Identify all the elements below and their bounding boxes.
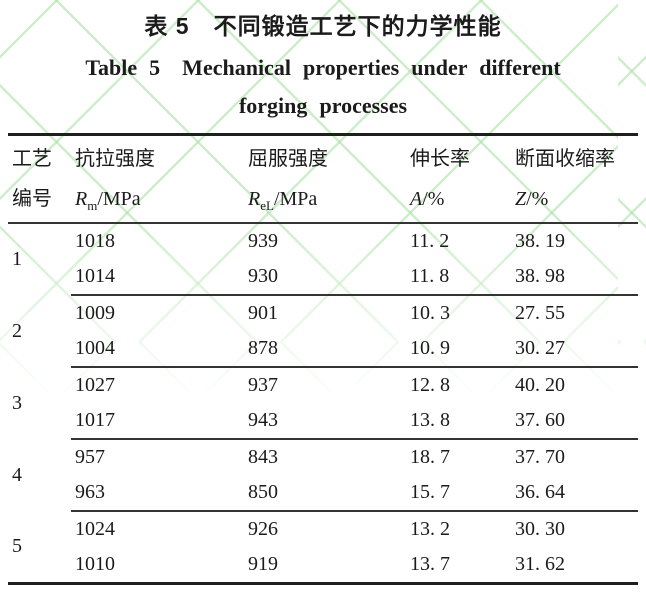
process-no-cell: 4 <box>12 463 22 486</box>
rm-cell: 1004 <box>71 331 244 368</box>
col-header-reduction: 断面收缩率 Z/% <box>511 135 638 224</box>
rel-cell: 850 <box>244 475 406 512</box>
z-cell: 38. 98 <box>511 259 638 296</box>
rm-cell: 963 <box>71 475 244 512</box>
process-no-cell: 1 <box>12 248 22 270</box>
z-cell: 37. 70 <box>515 446 565 468</box>
rm-unit: /MPa <box>97 188 141 210</box>
z-cell: 36. 64 <box>511 475 638 512</box>
rm-cell: 1017 <box>71 403 244 440</box>
z-symbol: Z <box>515 188 527 210</box>
z-cell: 30. 30 <box>515 518 565 540</box>
rel-unit: /MPa <box>273 188 318 210</box>
rel-cell: 901 <box>248 302 278 324</box>
header-rel-symbol: ReL/MPa <box>248 179 406 219</box>
a-cell: 11. 2 <box>410 230 450 252</box>
table-title-zh: 表 5 不同锻造工艺下的力学性能 <box>144 13 502 39</box>
header-process-line2: 编号 <box>12 188 52 210</box>
a-cell: 15. 7 <box>406 475 511 512</box>
rm-cell: 1018 <box>75 230 115 252</box>
z-cell: 30. 27 <box>511 331 638 368</box>
a-symbol: A <box>410 188 423 210</box>
header-reduction-symbol: Z/% <box>515 179 638 219</box>
header-elongation-symbol: A/% <box>410 179 511 219</box>
header-rm-label: 抗拉强度 <box>75 148 155 170</box>
a-unit: /% <box>422 188 445 210</box>
process-no-cell: 2 <box>12 319 22 342</box>
table-row: 1010 919 13. 7 31. 62 <box>8 547 638 584</box>
rm-cell: 1014 <box>71 259 244 296</box>
a-cell: 11. 8 <box>406 259 511 296</box>
rm-cell: 957 <box>75 446 105 468</box>
rel-symbol: R <box>248 188 261 210</box>
process-no-cell: 5 <box>12 535 22 557</box>
table-row: 1014 930 11. 8 38. 98 <box>8 259 638 296</box>
z-cell: 38. 19 <box>515 230 565 252</box>
a-cell: 10. 9 <box>406 331 511 368</box>
col-header-process: 工艺 编号 <box>8 135 71 224</box>
a-cell: 10. 3 <box>410 302 450 324</box>
header-row: 工艺 编号 抗拉强度 Rm/MPa 屈服强度 ReL/MPa 伸长率 A/% 断… <box>8 135 638 224</box>
process-no-cell: 3 <box>12 391 22 414</box>
col-header-rel: 屈服强度 ReL/MPa <box>244 135 406 224</box>
rel-cell: 878 <box>244 331 406 368</box>
table-row: 1004 878 10. 9 30. 27 <box>8 331 638 368</box>
table-title-en-line1: Table 5 Mechanical properties under diff… <box>85 55 561 80</box>
z-unit: /% <box>526 188 549 210</box>
header-rm-symbol: Rm/MPa <box>75 179 244 219</box>
table-row: 1 1018 939 11. 2 38. 19 <box>8 223 638 270</box>
table-row: 2 1009 901 10. 3 27. 55 <box>8 295 638 342</box>
table-row: 4 957 843 18. 7 37. 70 <box>8 439 638 486</box>
col-header-elongation: 伸长率 A/% <box>406 135 511 224</box>
rm-subscript: m <box>87 198 98 213</box>
table-row: 3 1027 937 12. 8 40. 20 <box>8 367 638 414</box>
rel-cell: 943 <box>244 403 406 440</box>
rel-cell: 937 <box>248 374 278 396</box>
rel-cell: 843 <box>248 446 278 468</box>
z-cell: 40. 20 <box>515 374 565 396</box>
header-reduction-label: 断面收缩率 <box>515 148 615 170</box>
mechanical-properties-table: 工艺 编号 抗拉强度 Rm/MPa 屈服强度 ReL/MPa 伸长率 A/% 断… <box>8 133 638 585</box>
rm-cell: 1024 <box>75 518 115 540</box>
z-cell: 31. 62 <box>515 553 565 575</box>
table-row: 963 850 15. 7 36. 64 <box>8 475 638 512</box>
a-cell: 12. 8 <box>410 374 450 396</box>
header-rel-label: 屈服强度 <box>248 148 328 170</box>
table-title-en-line2: forging processes <box>238 93 408 118</box>
rm-symbol: R <box>75 188 88 210</box>
header-process-line1: 工艺 <box>12 148 52 170</box>
a-cell: 13. 8 <box>406 403 511 440</box>
col-header-rm: 抗拉强度 Rm/MPa <box>71 135 244 224</box>
rel-cell: 926 <box>248 518 278 540</box>
rm-cell: 1010 <box>75 553 115 575</box>
z-cell: 27. 55 <box>515 302 565 324</box>
rm-cell: 1009 <box>75 302 115 324</box>
rel-cell: 930 <box>244 259 406 296</box>
rel-cell: 939 <box>248 230 278 252</box>
a-cell: 13. 7 <box>410 553 450 575</box>
rm-cell: 1027 <box>75 374 115 396</box>
table-row: 1017 943 13. 8 37. 60 <box>8 403 638 440</box>
a-cell: 18. 7 <box>410 446 450 468</box>
table-row: 5 1024 926 13. 2 30. 30 <box>8 511 638 557</box>
rel-subscript: eL <box>260 198 274 213</box>
a-cell: 13. 2 <box>410 518 450 540</box>
rel-cell: 919 <box>248 553 278 575</box>
header-elongation-label: 伸长率 <box>410 148 470 170</box>
z-cell: 37. 60 <box>511 403 638 440</box>
